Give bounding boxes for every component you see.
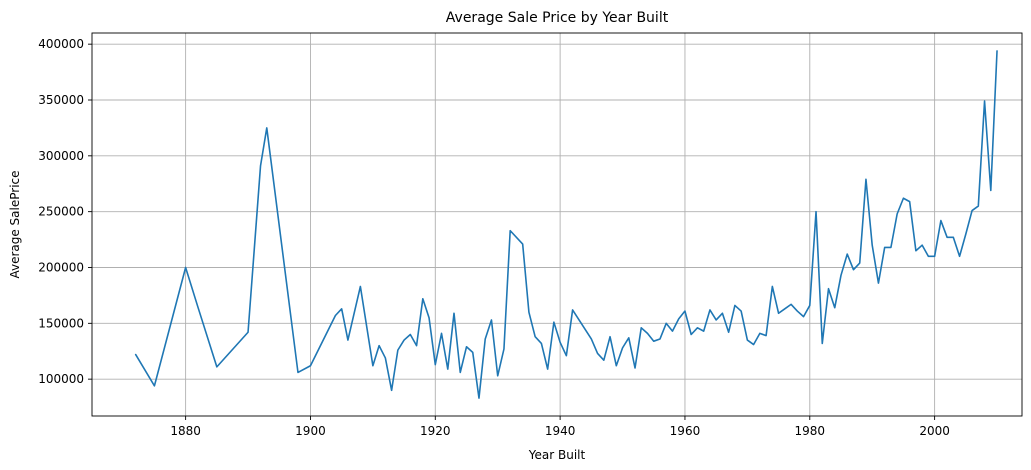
x-tick-label: 2000 xyxy=(919,424,950,438)
plot-frame xyxy=(91,32,1023,417)
y-tick-label: 150000 xyxy=(38,316,84,330)
x-tick-label: 1980 xyxy=(795,424,826,438)
x-tick-label: 1940 xyxy=(545,424,576,438)
tick-layer: 1880 1900 1920 1940 1960 1980 2000 100000 150000… xyxy=(38,37,950,438)
y-axis-label: Average SalePrice xyxy=(8,170,22,278)
grid-layer xyxy=(92,33,1022,416)
chart-title: Average Sale Price by Year Built xyxy=(446,10,669,26)
x-tick-label: 1960 xyxy=(670,424,701,438)
y-tick-label: 100000 xyxy=(38,372,84,386)
y-tick-label: 200000 xyxy=(38,260,84,274)
x-tick-label: 1920 xyxy=(420,424,451,438)
y-tick-label: 250000 xyxy=(38,205,84,219)
y-tick-label: 300000 xyxy=(38,149,84,163)
x-axis-label: Year Built xyxy=(528,448,586,462)
sale-price-series-line xyxy=(134,50,998,399)
x-tick-label: 1880 xyxy=(170,424,201,438)
series-layer xyxy=(134,50,998,399)
x-tick-label: 1900 xyxy=(295,424,326,438)
y-tick-label: 400000 xyxy=(38,37,84,51)
y-tick-label: 350000 xyxy=(38,93,84,107)
